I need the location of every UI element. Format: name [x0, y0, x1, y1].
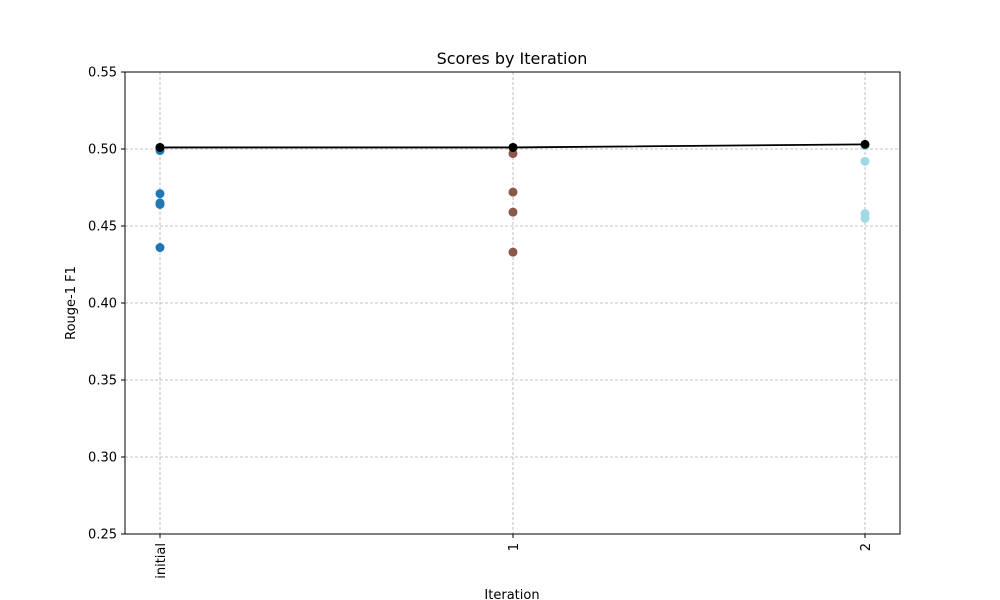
y-tick-label: 0.25	[88, 528, 117, 543]
best-line-point	[508, 142, 518, 152]
best-line-point	[860, 139, 870, 149]
y-tick-label: 0.45	[88, 220, 117, 235]
scatter-point-initial	[155, 189, 165, 199]
x-tick-label: 2	[859, 543, 874, 551]
scatter-point-1	[508, 187, 518, 197]
y-axis-label: Rouge-1 F1	[64, 266, 79, 340]
scatter-point-1	[508, 149, 518, 159]
y-axis-ticks: 0.25 0.30 0.35 0.40 0.45 0.50 0.55	[88, 66, 125, 543]
scatter-point-initial	[155, 199, 165, 209]
scatter-point-2	[860, 156, 870, 166]
x-tick-label: initial	[154, 543, 169, 579]
x-tick-label: 1	[507, 543, 522, 551]
x-axis-label: Iteration	[484, 588, 539, 600]
scatter-point-initial	[155, 243, 165, 253]
y-tick-label: 0.35	[88, 374, 117, 389]
best-line-point	[155, 142, 165, 152]
scatter-point-2	[860, 213, 870, 223]
y-tick-label: 0.50	[88, 143, 117, 158]
chart-title: Scores by Iteration	[437, 49, 588, 68]
y-tick-label: 0.40	[88, 297, 117, 312]
scatter-point-1	[508, 207, 518, 217]
scatter-point-1	[508, 247, 518, 257]
y-tick-label: 0.55	[88, 66, 117, 81]
x-axis-ticks: initial 1 2	[154, 534, 874, 579]
best-score-line	[155, 139, 870, 152]
y-tick-label: 0.30	[88, 451, 117, 466]
